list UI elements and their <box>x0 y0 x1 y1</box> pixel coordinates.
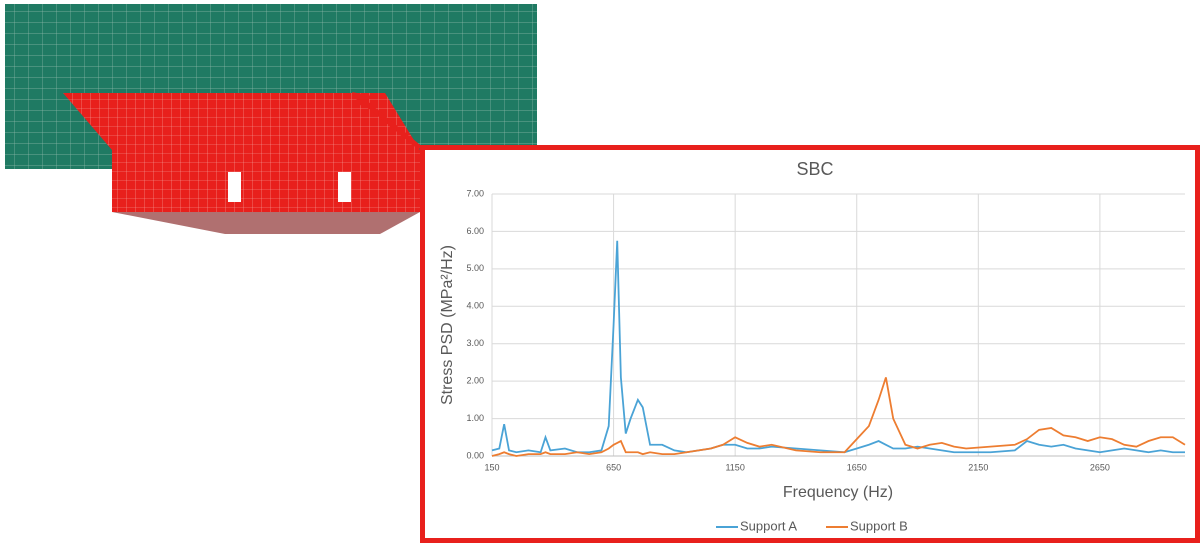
y-tick-label: 2.00 <box>466 376 484 386</box>
x-tick-label: 1150 <box>725 462 744 472</box>
x-tick-label: 1650 <box>847 462 867 472</box>
x-tick-label: 2150 <box>968 462 988 472</box>
x-axis-title: Frequency (Hz) <box>783 484 893 501</box>
y-tick-label: 6.00 <box>466 226 484 236</box>
y-tick-label: 4.00 <box>466 301 484 311</box>
bracket-mesh <box>63 93 420 212</box>
x-tick-label: 650 <box>606 462 621 472</box>
legend-label: Support A <box>740 518 797 533</box>
y-tick-label: 0.00 <box>466 450 484 460</box>
y-tick-label: 1.00 <box>466 413 484 423</box>
x-tick-label: 2650 <box>1090 462 1110 472</box>
slot <box>338 172 351 202</box>
bracket-base <box>112 212 420 234</box>
y-axis-title: Stress PSD (MPa²/Hz) <box>439 245 456 405</box>
legend-label: Support B <box>850 518 908 533</box>
page: {"chart_data": {"type": "line", "title":… <box>0 0 1202 544</box>
y-tick-label: 5.00 <box>466 263 484 273</box>
figure: SBC Frequency (Hz) Stress PSD (MPa²/Hz) … <box>0 0 1202 544</box>
y-tick-label: 3.00 <box>466 338 484 348</box>
x-tick-label: 150 <box>484 462 499 472</box>
slot <box>228 172 241 202</box>
y-tick-label: 7.00 <box>466 188 484 198</box>
chart-title: SBC <box>796 159 833 179</box>
